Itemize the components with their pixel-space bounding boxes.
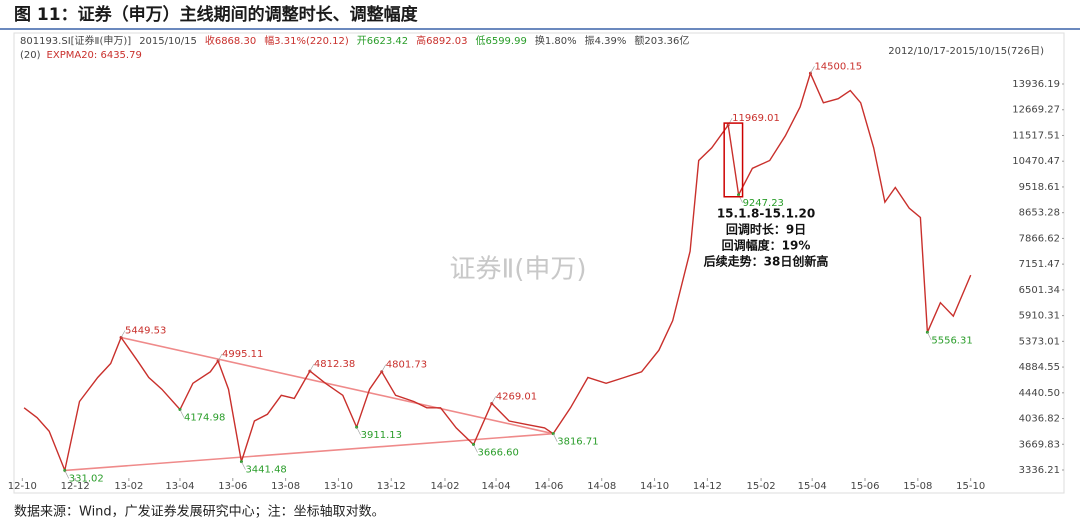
callout-text: 回调幅度：19%	[722, 238, 811, 253]
annotation-leader	[727, 117, 733, 126]
y-tick-label: 11517.51	[1012, 130, 1060, 141]
y-tick-label: 5373.01	[1019, 336, 1060, 347]
indicator: EXPMA20: 6435.79	[47, 50, 142, 61]
info-item: 换1.80%	[535, 34, 577, 47]
annotation-leader	[217, 353, 223, 362]
annotation-label: 4269.01	[496, 391, 537, 402]
annotation-label: 3911.13	[361, 430, 402, 441]
annotation-label: 9247.23	[743, 198, 784, 209]
annotation-label: 331.02	[69, 473, 104, 484]
y-tick-label: 3669.83	[1019, 439, 1060, 450]
annotation-leader	[927, 332, 932, 341]
annotation-leader	[120, 330, 126, 338]
annotation-leader	[552, 433, 558, 442]
y-tick-label: 4884.55	[1019, 362, 1060, 373]
info-item: 低6599.99	[475, 34, 526, 47]
info-item: 2015/10/15	[139, 36, 197, 47]
annotation-leader	[179, 409, 185, 418]
price-line	[23, 71, 972, 473]
info-item: 801193.SI[证券Ⅱ(申万)]	[20, 34, 131, 47]
y-tick-label: 3336.21	[1019, 465, 1060, 476]
y-tick-label: 6501.34	[1019, 285, 1060, 296]
annotation-label: 4801.73	[386, 360, 427, 371]
x-tick-label: 15-06	[850, 481, 879, 492]
annotation-leader	[356, 426, 361, 436]
x-tick-label: 15-08	[903, 481, 932, 492]
watermark: 证券Ⅱ(申万)	[449, 255, 586, 285]
x-tick-label: 13-06	[218, 481, 247, 492]
y-tick-label: 4036.82	[1019, 414, 1060, 425]
annotation-label: 4812.38	[314, 359, 355, 370]
range-label: 2012/10/17-2015/10/15(726日)	[888, 46, 1044, 57]
y-tick-label: 13936.19	[1012, 79, 1060, 90]
annotation-leader	[491, 396, 496, 404]
info-item: 收6868.30	[205, 34, 256, 47]
x-tick-label: 14-06	[534, 481, 563, 492]
annotation-label: 5556.31	[931, 335, 972, 346]
x-tick-label: 12-12	[61, 481, 90, 492]
y-tick-label: 7866.62	[1019, 233, 1060, 244]
info-item: 高6892.03	[416, 34, 467, 47]
x-tick-label: 15-04	[798, 481, 827, 492]
x-tick-label: 14-10	[640, 481, 669, 492]
annotation-label: 4174.98	[184, 412, 225, 423]
callout-text: 15.1.8-15.1.20	[717, 207, 815, 221]
annotation-label: 3816.71	[557, 437, 598, 448]
x-tick-label: 15-10	[956, 481, 985, 492]
annotation-label: 5449.53	[125, 326, 166, 337]
info-item: 额203.36亿	[634, 34, 689, 47]
annotation-label: 4995.11	[222, 349, 263, 360]
x-tick-label: 13-08	[271, 481, 300, 492]
y-tick-label: 10470.47	[1012, 156, 1060, 167]
plot-frame	[13, 32, 1065, 494]
pullback-box	[723, 122, 744, 198]
info-item: 幅3.31%(220.12)	[264, 34, 349, 47]
callout-text: 后续走势：38日创新高	[704, 254, 829, 269]
annotation-leader	[64, 470, 70, 479]
y-tick-label: 9518.61	[1019, 182, 1060, 193]
annotation-label: 3441.48	[245, 465, 286, 476]
y-tick-label: 5910.31	[1019, 311, 1060, 322]
annotation-leader	[381, 364, 387, 372]
indicator: (20)	[20, 50, 41, 61]
x-tick-label: 14-02	[430, 481, 459, 492]
callout-text: 回调时长：9日	[726, 222, 806, 237]
y-tick-label: 4440.50	[1019, 388, 1060, 399]
x-tick-label: 12-10	[8, 481, 37, 492]
annotation-label: 3666.60	[478, 448, 519, 459]
x-tick-label: 13-10	[324, 481, 353, 492]
x-tick-label: 15-02	[747, 481, 776, 492]
y-tick-label: 8653.28	[1019, 208, 1060, 219]
x-tick-label: 13-04	[165, 481, 194, 492]
annotation-label: 11969.01	[732, 113, 780, 124]
trend-line	[120, 336, 554, 435]
x-tick-label: 14-08	[587, 481, 616, 492]
chart-title: 图 11：证券（申万）主线期间的调整时长、调整幅度	[14, 4, 419, 25]
annotation-leader	[241, 461, 246, 470]
x-tick-label: 14-04	[482, 481, 511, 492]
y-tick-label: 12669.27	[1012, 105, 1060, 116]
annotation-leader	[473, 444, 478, 453]
y-tick-label: 7151.47	[1019, 259, 1060, 270]
annotation-leader	[309, 363, 315, 372]
x-tick-label: 13-12	[377, 481, 406, 492]
x-tick-label: 14-12	[693, 481, 722, 492]
trend-line	[64, 432, 554, 472]
source: 数据来源：Wind，广发证券发展研究中心；注：坐标轴取对数。	[14, 504, 385, 520]
info-item: 开6623.42	[357, 36, 408, 47]
annotation-label: 14500.15	[814, 61, 862, 72]
annotation-leader	[810, 66, 815, 74]
x-tick-label: 13-02	[114, 481, 143, 492]
info-item: 振4.39%	[585, 34, 627, 47]
